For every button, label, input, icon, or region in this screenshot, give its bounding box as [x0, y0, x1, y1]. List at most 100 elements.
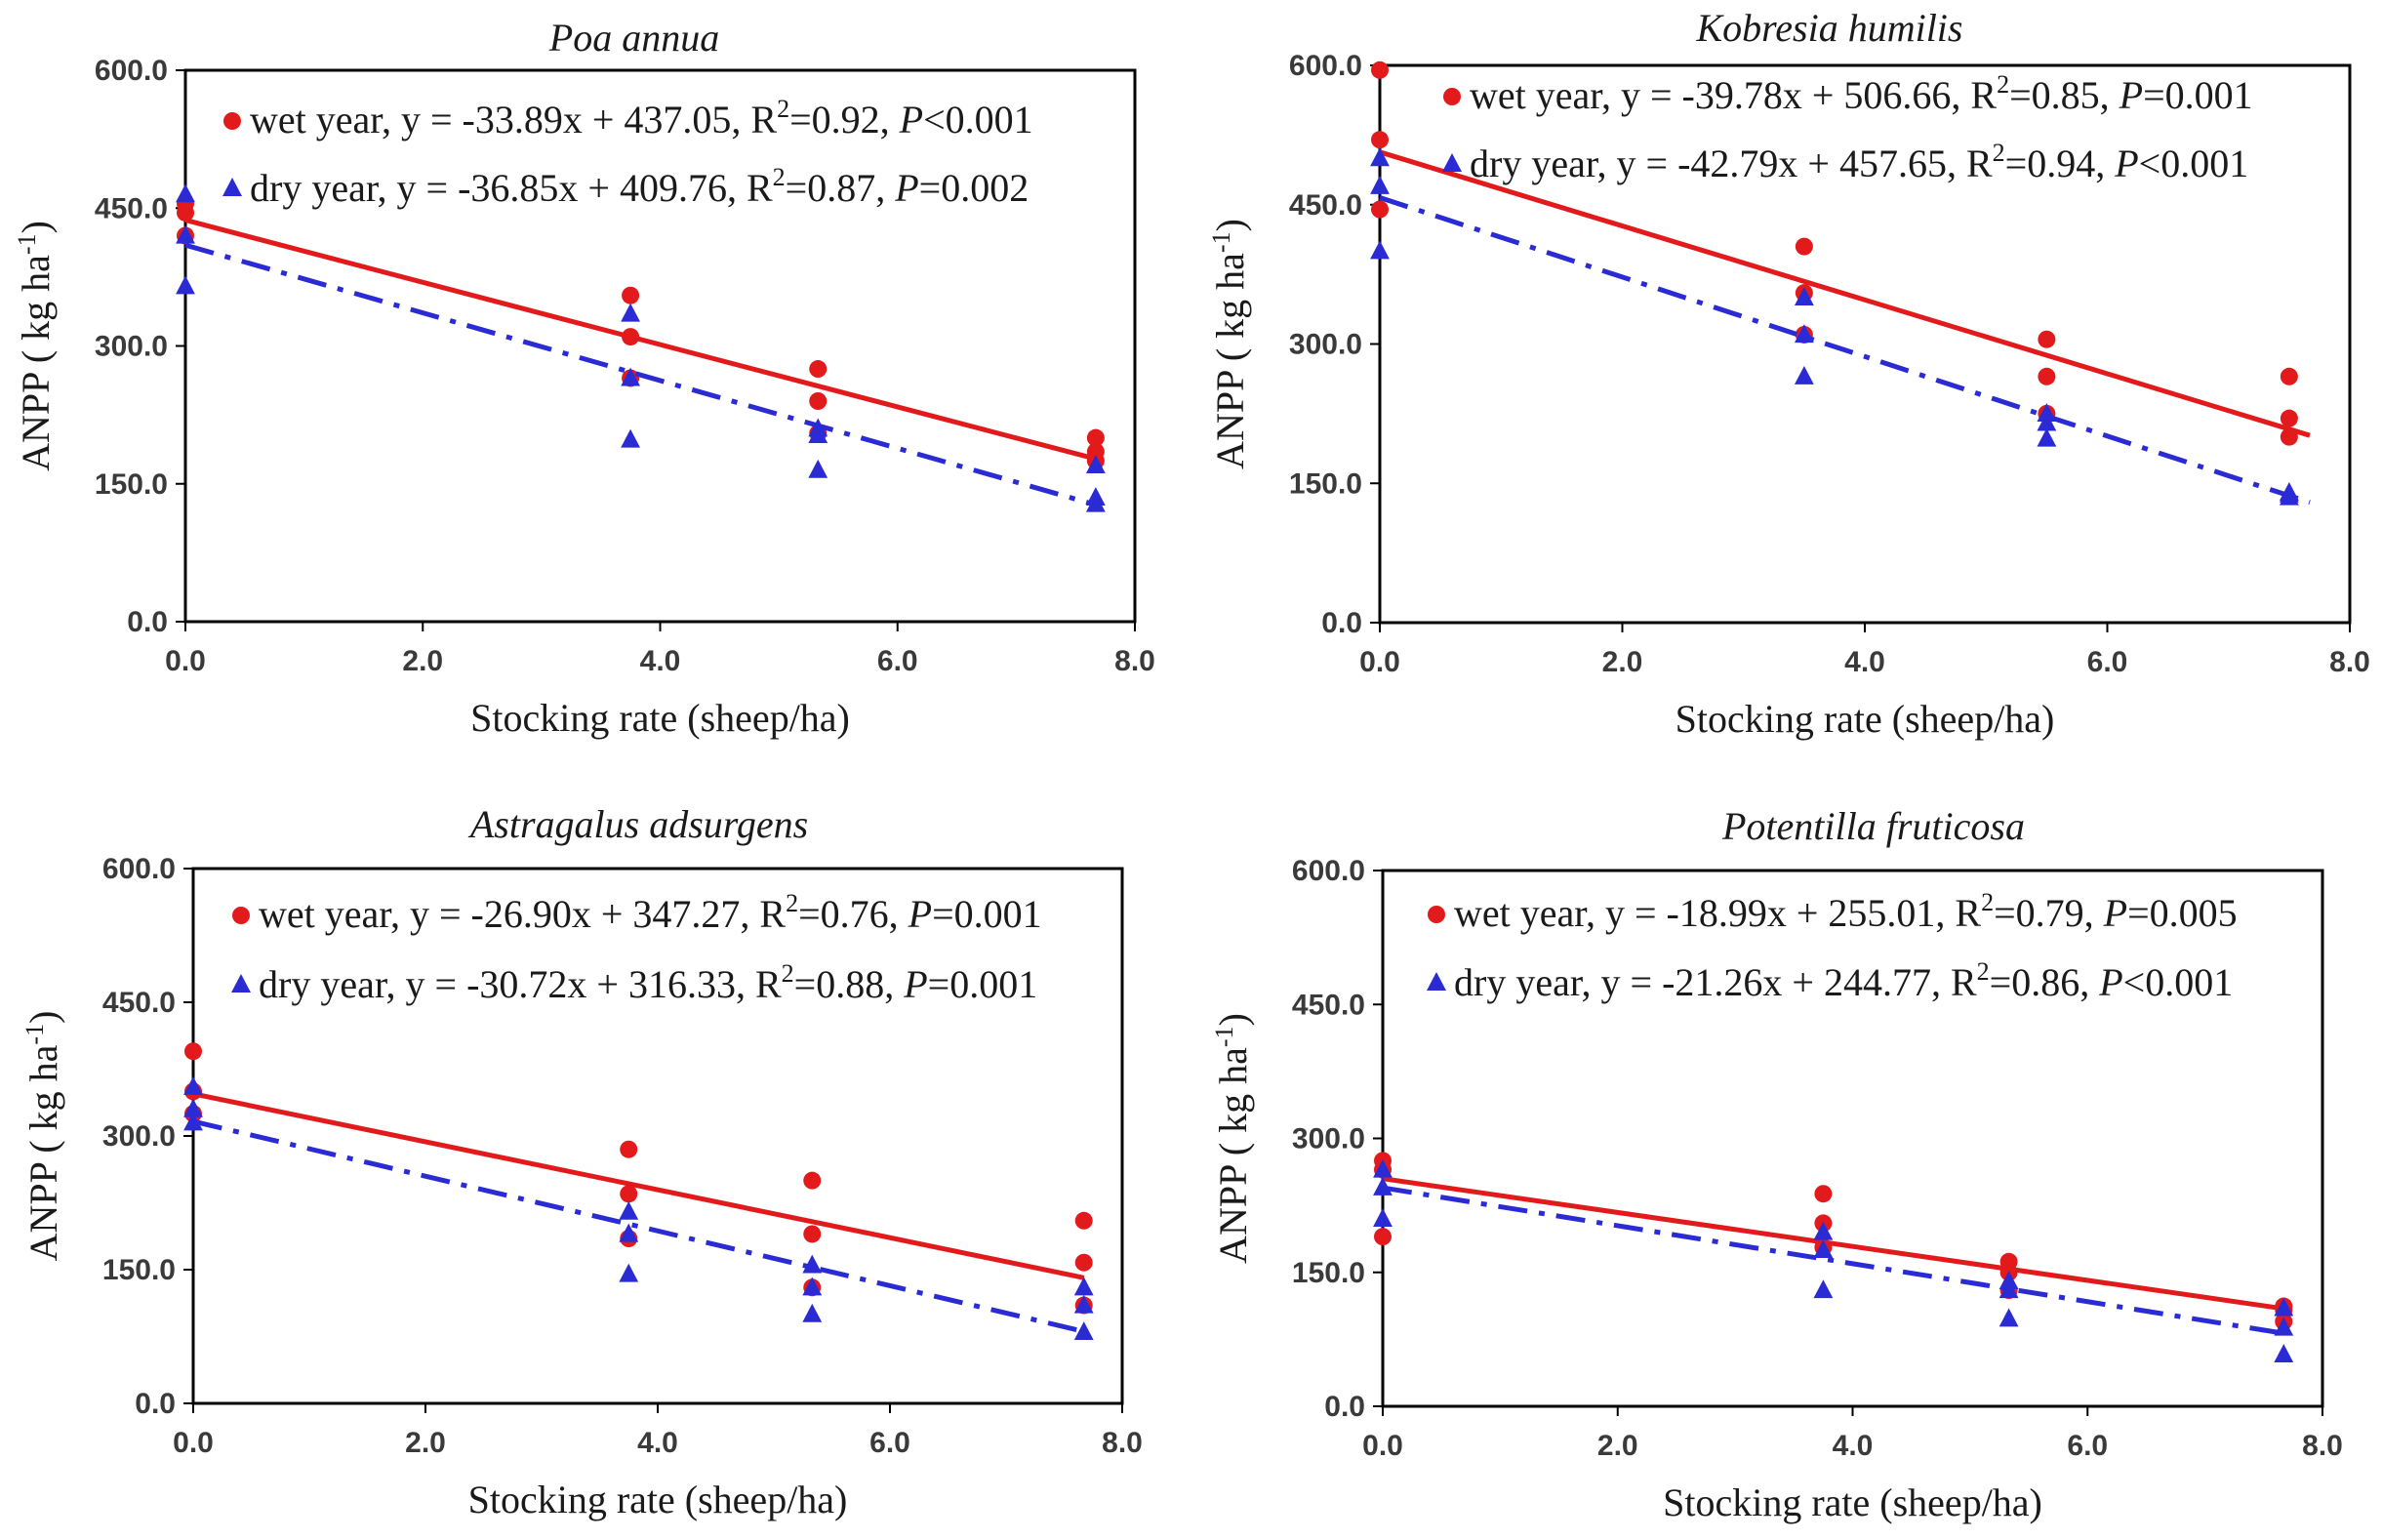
data-point-dry: [1373, 1208, 1393, 1227]
data-point-dry: [621, 367, 640, 386]
x-tick-label: 6.0: [2067, 1430, 2108, 1462]
legend-marker-dry: [1427, 972, 1446, 991]
data-point-dry: [2037, 412, 2057, 431]
x-tick-label: 2.0: [1602, 646, 1643, 678]
data-point-dry: [802, 1303, 823, 1322]
fit-line-dry-year: [1379, 195, 2311, 506]
data-point-dry: [619, 1263, 639, 1282]
data-point-dry: [1794, 366, 1814, 385]
data-point-dry: [619, 1223, 639, 1242]
fit-line-wet-year: [1382, 1176, 2284, 1312]
data-point-dry: [1813, 1221, 1834, 1240]
x-tick-label: 0.0: [165, 645, 206, 677]
data-point-dry: [183, 1075, 203, 1095]
data-point-dry: [183, 1112, 203, 1131]
legend-entry-dry-year: dry year, y = -30.72x + 316.33, R2=0.88,…: [259, 959, 1037, 1006]
data-point-dry: [1085, 493, 1106, 512]
data-point-dry: [1373, 1177, 1393, 1196]
data-point-wet: [2038, 367, 2056, 385]
data-point-dry: [1998, 1279, 2019, 1299]
data-point-dry: [619, 1200, 639, 1220]
x-tick-label: 0.0: [1359, 646, 1400, 678]
x-axis-label: Stocking rate (sheep/ha): [1663, 1480, 2042, 1524]
data-point-dry: [1998, 1308, 2019, 1327]
chart-panel-3: Astragalus adsurgens 0.0 150.0 300.0 450.0 60…: [20, 802, 1143, 1521]
data-point-dry: [1370, 147, 1390, 167]
data-point-dry: [2274, 1344, 2294, 1363]
x-tick-label: 4.0: [637, 1427, 678, 1459]
x-tick-label: 0.0: [173, 1427, 214, 1459]
plot-frame: [191, 867, 1124, 1405]
data-point-dry: [2279, 486, 2299, 506]
y-tick-label: 300.0: [1292, 1123, 1365, 1155]
data-point-dry: [1813, 1279, 1834, 1299]
y-tick-label: 450.0: [1289, 189, 1362, 222]
chart-panel-4: Potentilla fruticosa 0.0 150.0 300.0 450.0 60…: [1210, 804, 2343, 1524]
data-point-dry: [1794, 324, 1814, 344]
y-tick-label: 0.0: [1321, 607, 1362, 639]
legend-marker-wet: [232, 907, 250, 924]
data-point-wet: [1795, 237, 1813, 256]
x-axis-label: Stocking rate (sheep/ha): [470, 696, 850, 740]
x-tick-label: 2.0: [405, 1427, 446, 1459]
data-point-dry: [2274, 1317, 2294, 1336]
y-tick-label: 150.0: [1289, 467, 1362, 500]
x-axis-label: Stocking rate (sheep/ha): [468, 1478, 848, 1521]
data-point-dry: [183, 1098, 203, 1117]
data-point-wet: [809, 392, 828, 410]
x-tick-label: 6.0: [869, 1427, 910, 1459]
x-tick-label: 8.0: [2329, 646, 2370, 678]
legend-marker-wet: [223, 112, 241, 130]
data-point-wet: [803, 1171, 822, 1190]
x-tick-label: 8.0: [1114, 645, 1155, 677]
fit-line-wet-year: [1379, 149, 2311, 438]
data-point-dry: [1370, 240, 1390, 260]
y-tick-label: 0.0: [135, 1388, 176, 1420]
y-tick-label: 150.0: [102, 1254, 176, 1286]
y-axis-label: ANPP ( kg ha-1): [13, 221, 58, 471]
y-axis-label: ANPP ( kg ha-1): [20, 1011, 65, 1262]
data-point-wet: [1371, 131, 1389, 149]
y-tick-label: 150.0: [95, 468, 168, 501]
y-axis-label: ANPP ( kg ha-1): [1207, 219, 1252, 469]
data-point-wet: [809, 360, 828, 379]
legend-entry-wet-year: wet year, y = -39.78x + 506.66, R2=0.85,…: [1470, 70, 2253, 117]
data-point-dry: [1813, 1239, 1834, 1258]
legend-marker-dry: [231, 974, 251, 993]
y-tick-label: 450.0: [1292, 989, 1365, 1021]
data-point-wet: [1371, 61, 1389, 79]
data-point-dry: [176, 183, 195, 203]
chart-panel-2: Kobresia humilis 0.0 150.0 300.0 450.0 600.0 0…: [1207, 6, 2370, 741]
x-tick-label: 2.0: [402, 645, 443, 677]
data-point-dry: [176, 275, 195, 295]
x-tick-label: 4.0: [640, 645, 681, 677]
legend-entry-wet-year: wet year, y = -33.89x + 437.05, R2=0.92,…: [250, 95, 1033, 142]
data-point-dry: [621, 303, 640, 322]
y-tick-label: 150.0: [1292, 1257, 1365, 1289]
x-tick-label: 4.0: [1844, 646, 1885, 678]
data-point-wet: [1074, 1211, 1093, 1230]
data-point-wet: [177, 203, 194, 222]
y-tick-label: 600.0: [95, 55, 168, 87]
data-point-dry: [802, 1254, 823, 1274]
data-point-dry: [1073, 1321, 1094, 1341]
chart-title: Astragalus adsurgens: [467, 802, 808, 846]
data-point-wet: [2280, 409, 2298, 427]
y-tick-label: 600.0: [102, 853, 176, 885]
y-tick-label: 300.0: [1289, 329, 1362, 361]
data-point-dry: [621, 428, 640, 448]
data-point-dry: [1373, 1158, 1393, 1178]
data-point-dry: [802, 1277, 823, 1296]
x-tick-label: 4.0: [1833, 1430, 1874, 1462]
x-tick-label: 8.0: [2302, 1430, 2343, 1462]
chart-title: Poa annua: [548, 16, 719, 60]
data-point-wet: [622, 328, 640, 346]
data-point-wet: [2280, 427, 2298, 446]
data-point-dry: [2037, 427, 2057, 447]
fit-line-dry-year: [192, 1118, 1085, 1334]
data-point-wet: [1086, 428, 1105, 447]
x-tick-label: 2.0: [1597, 1430, 1638, 1462]
x-tick-label: 6.0: [877, 645, 918, 677]
data-point-wet: [1371, 200, 1389, 219]
data-point-wet: [620, 1140, 638, 1158]
